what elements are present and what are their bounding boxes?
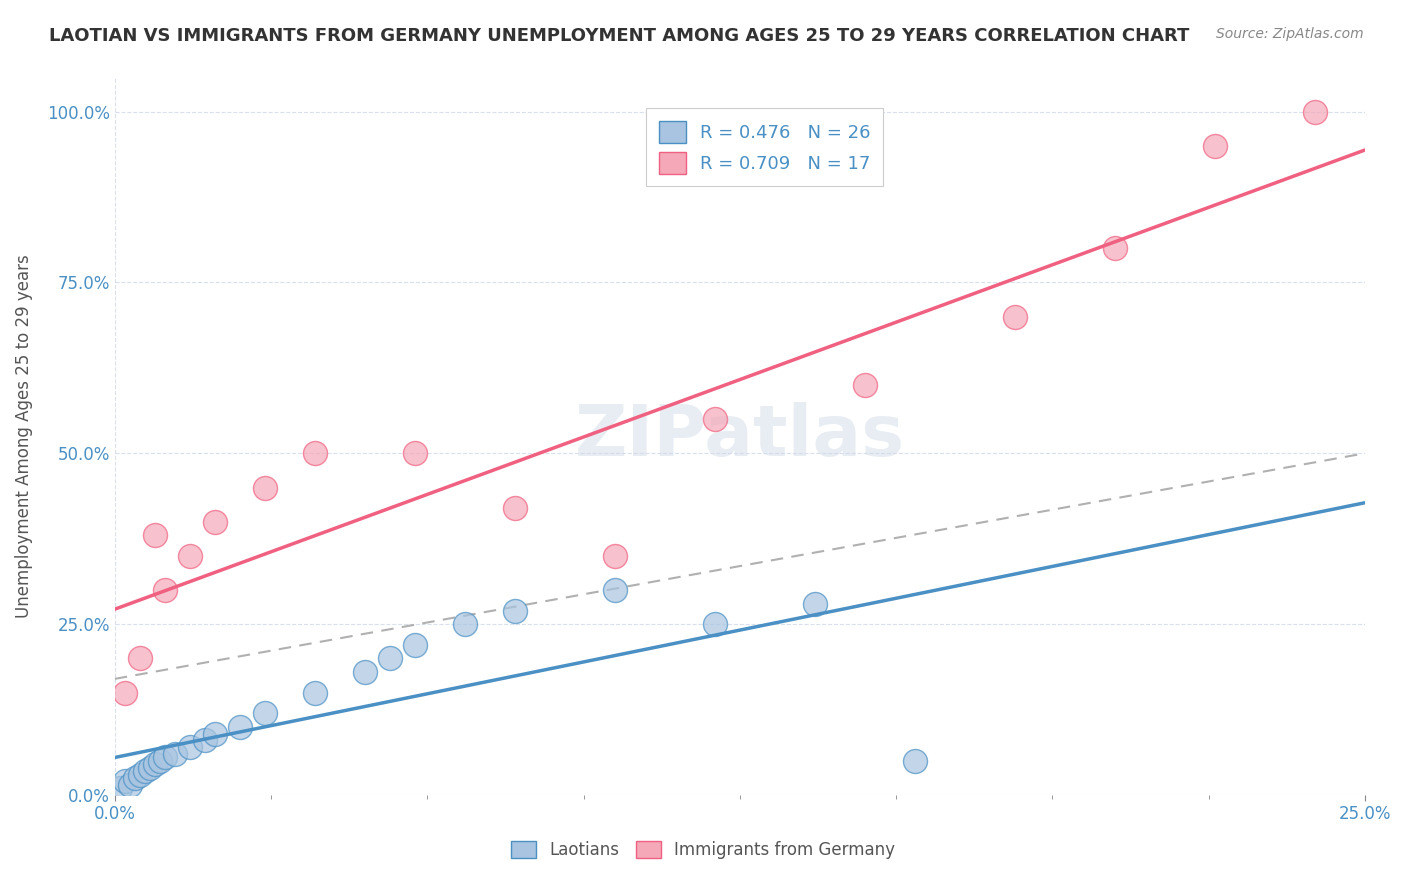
Point <box>179 740 201 755</box>
Point <box>153 582 176 597</box>
Point <box>454 617 477 632</box>
Point <box>603 549 626 563</box>
Point <box>904 754 927 768</box>
Point <box>803 597 825 611</box>
Point <box>1204 138 1226 153</box>
Point <box>179 549 201 563</box>
Point <box>253 481 276 495</box>
Point <box>404 638 426 652</box>
Point <box>124 771 146 785</box>
Point <box>503 501 526 516</box>
Point <box>253 706 276 720</box>
Point <box>1104 241 1126 255</box>
Point <box>163 747 186 761</box>
Text: Source: ZipAtlas.com: Source: ZipAtlas.com <box>1216 27 1364 41</box>
Point <box>204 726 226 740</box>
Point <box>108 781 131 796</box>
Point <box>118 778 141 792</box>
Point <box>114 685 136 699</box>
Point <box>114 774 136 789</box>
Point <box>853 378 876 392</box>
Point <box>194 733 217 747</box>
Point <box>1004 310 1026 324</box>
Text: LAOTIAN VS IMMIGRANTS FROM GERMANY UNEMPLOYMENT AMONG AGES 25 TO 29 YEARS CORREL: LAOTIAN VS IMMIGRANTS FROM GERMANY UNEMP… <box>49 27 1189 45</box>
Point <box>603 582 626 597</box>
Y-axis label: Unemployment Among Ages 25 to 29 years: Unemployment Among Ages 25 to 29 years <box>15 254 32 618</box>
Point <box>143 757 166 772</box>
Point <box>204 515 226 529</box>
Point <box>304 446 326 460</box>
Point <box>703 412 725 426</box>
Point <box>139 761 162 775</box>
Point <box>703 617 725 632</box>
Point <box>404 446 426 460</box>
Point <box>143 528 166 542</box>
Point <box>153 750 176 764</box>
Point <box>1303 104 1326 119</box>
Point <box>128 767 150 781</box>
Legend: R = 0.476   N = 26, R = 0.709   N = 17: R = 0.476 N = 26, R = 0.709 N = 17 <box>647 108 883 186</box>
Point <box>149 754 172 768</box>
Point <box>128 651 150 665</box>
Text: ZIPatlas: ZIPatlas <box>575 401 905 471</box>
Point <box>353 665 375 679</box>
Point <box>503 603 526 617</box>
Point <box>134 764 156 779</box>
Point <box>378 651 401 665</box>
Point <box>304 685 326 699</box>
Point <box>229 720 252 734</box>
Legend: Laotians, Immigrants from Germany: Laotians, Immigrants from Germany <box>505 834 901 866</box>
